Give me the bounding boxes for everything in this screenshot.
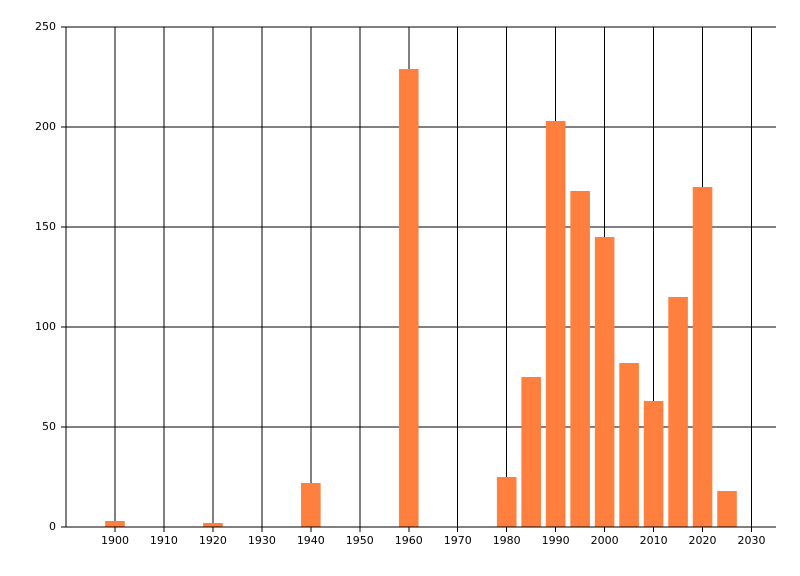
bar	[203, 523, 223, 527]
x-tick-label: 2020	[689, 534, 717, 547]
x-tick-label: 2030	[738, 534, 766, 547]
bar	[717, 491, 737, 527]
x-tick-label: 1970	[444, 534, 472, 547]
bar	[398, 69, 419, 527]
x-tick-label: 1900	[101, 534, 129, 547]
x-tick-label: 1910	[150, 534, 178, 547]
bar	[668, 297, 688, 527]
bar	[570, 191, 590, 527]
x-tick-label: 1940	[297, 534, 325, 547]
bar	[545, 121, 566, 527]
x-tick-label: 2010	[640, 534, 668, 547]
x-tick-label: 2000	[591, 534, 619, 547]
y-tick-label: 250	[35, 20, 56, 33]
bar	[594, 237, 615, 527]
y-tick-label: 200	[35, 120, 56, 133]
x-tick-label: 1990	[542, 534, 570, 547]
x-tick-label: 1950	[346, 534, 374, 547]
y-tick-label: 150	[35, 220, 56, 233]
bar	[692, 187, 713, 527]
y-tick-label: 50	[42, 420, 56, 433]
bar	[619, 363, 639, 527]
bar	[521, 377, 541, 527]
bar	[301, 483, 321, 527]
x-tick-label: 1930	[248, 534, 276, 547]
bar	[105, 521, 125, 527]
y-tick-label: 0	[49, 520, 56, 533]
bar	[496, 477, 517, 527]
x-tick-label: 1980	[493, 534, 521, 547]
bar	[643, 401, 664, 527]
y-tick-label: 100	[35, 320, 56, 333]
x-tick-label: 1960	[395, 534, 423, 547]
x-tick-label: 1920	[199, 534, 227, 547]
